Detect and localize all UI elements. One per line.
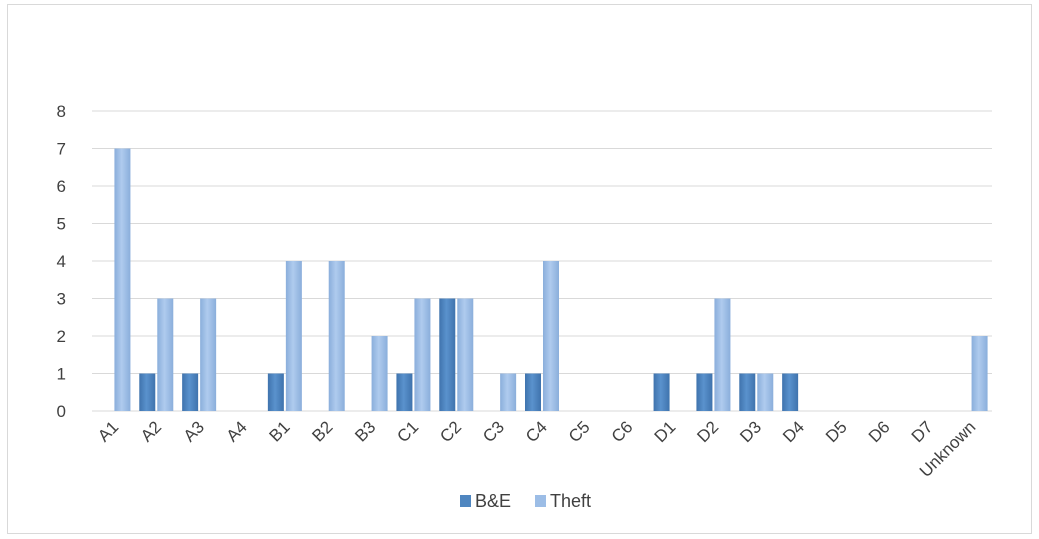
bar-be-c4	[525, 373, 541, 411]
bar-be-a3	[182, 373, 199, 411]
y-tick-label: 7	[57, 140, 66, 159]
x-tick-label: B1	[266, 417, 294, 445]
x-tick-label: D1	[651, 417, 680, 446]
bar-be-c2	[439, 298, 456, 411]
bar-theft-d2	[714, 298, 731, 411]
bar-be-c1	[396, 373, 413, 411]
bar-be-d2	[696, 373, 713, 411]
x-tick-label: D4	[779, 417, 808, 446]
y-tick-label: 4	[57, 252, 66, 271]
x-axis-tick-labels: A1 A2 A3 A4 B1 B2 B3 C1 C2 C3 C4 C5 C6 D1 D2 D3 D4 D5 D6 D7…	[94, 417, 979, 481]
bar-theft-a2	[157, 298, 174, 411]
chart-frame	[7, 4, 1032, 534]
x-tick-label: C3	[479, 417, 508, 446]
x-tick-label: D5	[822, 417, 851, 446]
bar-theft-unknown	[971, 336, 988, 411]
bar-theft-c1	[414, 298, 431, 411]
bar-theft-d3	[757, 373, 774, 411]
x-tick-label: D6	[865, 417, 894, 446]
x-tick-label: C6	[608, 417, 637, 446]
x-tick-label: B2	[308, 417, 336, 445]
y-tick-label: 0	[57, 402, 66, 421]
bar-theft-b3	[371, 336, 388, 411]
x-tick-label: A4	[223, 417, 251, 445]
bar-theft-a3	[200, 298, 217, 411]
y-tick-label: 8	[57, 102, 66, 121]
x-tick-label: D3	[736, 417, 765, 446]
x-tick-label: C5	[565, 417, 594, 446]
gridlines	[92, 110, 992, 412]
legend-label-be: B&E	[475, 491, 511, 511]
bar-be-d1	[653, 373, 670, 411]
x-tick-label: D7	[908, 417, 937, 446]
x-tick-label: B3	[351, 417, 379, 445]
x-tick-label: C1	[393, 417, 422, 446]
y-tick-label: 2	[57, 327, 66, 346]
bar-be-d4	[782, 373, 799, 411]
x-tick-label: A3	[180, 417, 208, 445]
legend-label-theft: Theft	[550, 491, 591, 511]
bar-theft-c2	[457, 298, 474, 411]
x-tick-label: C4	[522, 417, 551, 446]
x-tick-label: D2	[693, 417, 722, 446]
y-tick-label: 1	[57, 365, 66, 384]
legend: B&E Theft	[460, 491, 591, 511]
x-tick-label: C2	[436, 417, 465, 446]
y-tick-label: 6	[57, 177, 66, 196]
bar-theft-c4	[543, 261, 559, 411]
x-tick-label: A2	[137, 417, 165, 445]
bar-be-b1	[267, 373, 284, 411]
bar-theft-b1	[285, 261, 302, 411]
bar-theft-b2	[328, 261, 345, 411]
bar-theft-a1	[114, 148, 131, 411]
x-tick-label: A1	[94, 417, 122, 445]
legend-swatch-theft	[535, 495, 546, 507]
y-axis-tick-labels: 0 1 2 3 4 5 6 7 8	[57, 102, 66, 421]
y-tick-label: 5	[57, 215, 66, 234]
legend-swatch-be	[460, 495, 471, 507]
bars	[114, 148, 988, 411]
y-tick-label: 3	[57, 290, 66, 309]
bar-be-a2	[139, 373, 156, 411]
bar-theft-c3	[500, 373, 517, 411]
bar-be-d3	[739, 373, 756, 411]
